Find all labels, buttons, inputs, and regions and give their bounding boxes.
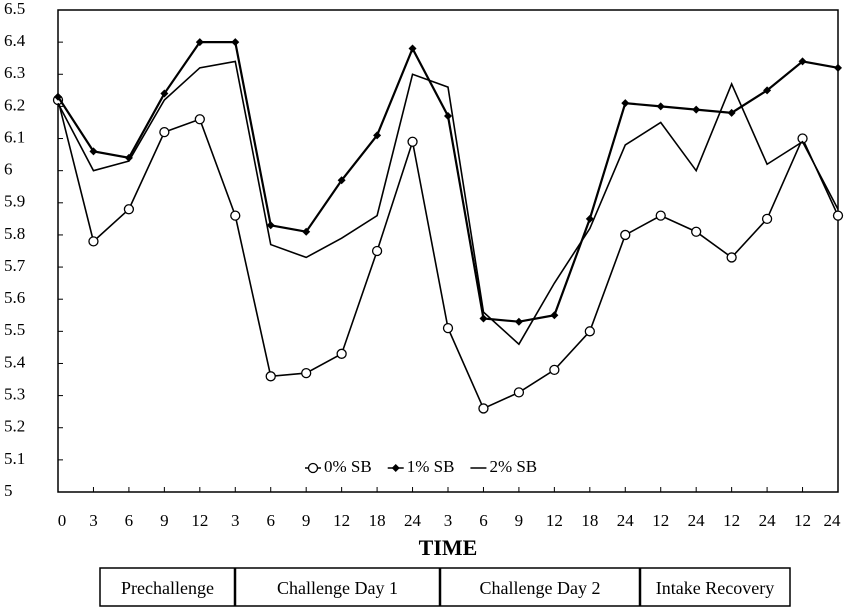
point: [407, 136, 418, 147]
series-line: [57, 41, 839, 323]
point: [337, 176, 346, 185]
x-tick-label: 12: [191, 511, 208, 530]
series-line: [57, 99, 839, 410]
y-tick-label: 5.3: [4, 385, 25, 404]
point: [160, 89, 169, 98]
point: [371, 245, 383, 257]
x-tick-label: 12: [546, 511, 563, 530]
point: [266, 221, 275, 230]
legend-label: 0% SB: [324, 457, 372, 476]
x-tick-label: 6: [125, 511, 134, 530]
y-tick-label: 6: [4, 160, 13, 179]
x-tick-label: 24: [688, 511, 706, 530]
point: [692, 105, 701, 114]
point: [621, 99, 630, 108]
phase-box: [99, 567, 791, 607]
x-tick-label: 3: [231, 511, 240, 530]
y-tick-label: 6.4: [4, 31, 26, 50]
point: [763, 86, 772, 95]
x-tick-label: 9: [160, 511, 169, 530]
x-tick-label: 0: [58, 511, 67, 530]
x-tick-label: 6: [479, 511, 488, 530]
point: [391, 464, 400, 472]
point: [336, 348, 347, 359]
point: [727, 108, 736, 117]
point: [585, 214, 594, 223]
point: [691, 226, 702, 237]
x-tick-label: 6: [266, 511, 275, 530]
point: [194, 114, 205, 125]
x-tick-label: 3: [89, 511, 98, 530]
point: [301, 367, 312, 379]
plot-frame: [57, 9, 839, 493]
x-tick-label: 24: [617, 511, 635, 530]
point: [124, 153, 133, 162]
point: [514, 317, 523, 326]
point: [834, 63, 842, 72]
y-tick-label: 5.5: [4, 320, 25, 339]
point: [655, 210, 666, 221]
y-tick-label: 6.1: [4, 127, 25, 146]
y-tick-label: 5.9: [4, 192, 25, 211]
legend-label: 1% SB: [407, 457, 455, 476]
y-tick-label: 5.8: [4, 224, 25, 243]
y-tick-label: 5: [4, 481, 13, 500]
x-tick-label: 3: [444, 511, 453, 530]
x-tick-label: 9: [302, 511, 311, 530]
y-tick-label: 5.2: [4, 417, 25, 436]
point: [726, 252, 737, 263]
y-tick-label: 6.2: [4, 95, 25, 114]
point: [549, 364, 560, 376]
point: [302, 227, 311, 236]
phase-label: Intake Recovery: [656, 578, 774, 598]
phase-label: Challenge Day 2: [480, 578, 601, 598]
series-line: [57, 60, 839, 346]
x-tick-label: 12: [794, 511, 811, 530]
point: [265, 371, 276, 382]
phase-label: Prechallenge: [121, 578, 214, 598]
point: [478, 403, 489, 414]
point: [54, 92, 62, 101]
point: [832, 210, 844, 221]
point: [550, 311, 559, 320]
point: [620, 229, 631, 241]
x-tick-label: 24: [824, 511, 842, 530]
point: [89, 147, 98, 156]
y-tick-label: 6.5: [4, 0, 25, 18]
y-tick-label: 5.7: [4, 256, 26, 275]
x-axis-title: TIME: [419, 535, 478, 560]
point: [88, 236, 99, 247]
point: [195, 38, 204, 47]
point: [761, 213, 773, 225]
x-tick-label: 9: [515, 511, 524, 530]
y-tick-label: 6.3: [4, 63, 25, 82]
point: [798, 57, 807, 66]
point: [513, 387, 525, 398]
point: [408, 44, 417, 53]
point: [230, 210, 241, 221]
point: [479, 314, 488, 323]
phase-label: Challenge Day 1: [277, 578, 398, 598]
x-tick-label: 12: [652, 511, 669, 530]
x-tick-label: 12: [333, 511, 350, 530]
x-tick-label: 12: [723, 511, 740, 530]
x-tick-label: 18: [581, 511, 598, 530]
point: [656, 102, 665, 111]
point: [444, 112, 452, 121]
point: [442, 322, 454, 334]
point: [373, 131, 382, 140]
x-tick-label: 24: [404, 511, 422, 530]
point: [159, 126, 170, 138]
legend-label: 2% SB: [489, 457, 537, 476]
y-tick-label: 5.6: [4, 288, 25, 307]
point: [123, 204, 135, 215]
point: [307, 462, 319, 474]
y-tick-label: 5.1: [4, 449, 25, 468]
x-tick-label: 24: [759, 511, 777, 530]
x-tick-label: 18: [369, 511, 386, 530]
point: [231, 38, 240, 47]
point: [584, 326, 595, 337]
y-tick-label: 5.4: [4, 352, 26, 371]
